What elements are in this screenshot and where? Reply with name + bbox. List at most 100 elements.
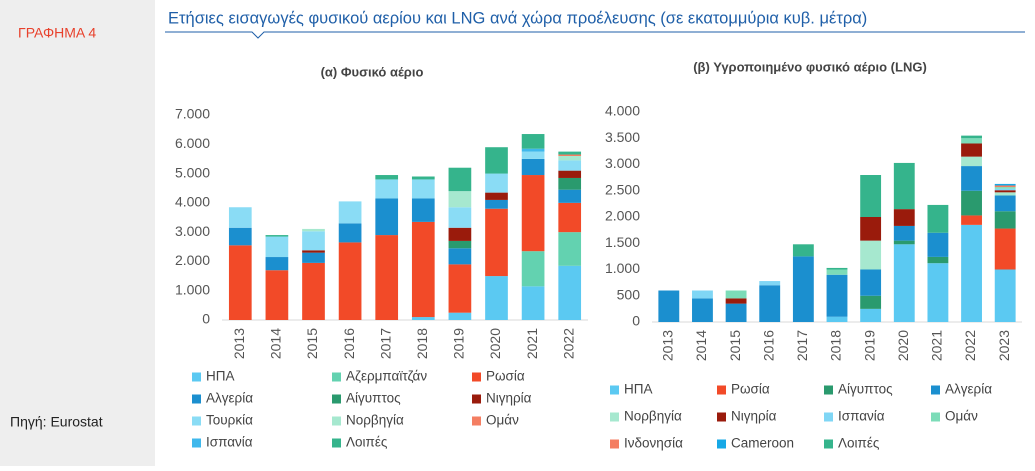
legend-label: Αζερμπαϊτζάν bbox=[346, 369, 427, 384]
legend-label: Τουρκία bbox=[206, 413, 253, 428]
x-tick-label: 2015 bbox=[727, 330, 743, 361]
x-tick-label: 2020 bbox=[487, 328, 503, 359]
bar-segment bbox=[521, 286, 545, 320]
figure-title: Ετήσιες εισαγωγές φυσικού αερίου και LNG… bbox=[168, 9, 867, 27]
bar-segment bbox=[692, 298, 713, 322]
bar-segment bbox=[558, 232, 582, 266]
y-tick-label: 1.000 bbox=[175, 281, 210, 297]
bar-segment bbox=[893, 225, 915, 241]
bar-segment bbox=[860, 217, 882, 241]
bar-segment bbox=[228, 227, 252, 246]
bar-segment bbox=[558, 151, 582, 155]
x-tick-label: 2017 bbox=[794, 330, 810, 361]
bar-segment bbox=[759, 285, 781, 322]
bar-segment bbox=[860, 175, 882, 217]
figure-label: ΓΡΑΦΗΜΑ 4 bbox=[18, 25, 96, 41]
legend-label: Cameroon bbox=[731, 436, 794, 451]
legend-label: Νορβηγία bbox=[624, 409, 682, 424]
bar-segment bbox=[411, 179, 435, 199]
legend-swatch bbox=[472, 372, 481, 382]
bar-segment bbox=[375, 198, 399, 236]
bar-segment bbox=[893, 162, 915, 210]
bar-segment bbox=[893, 209, 915, 226]
bar-segment bbox=[375, 235, 399, 320]
bar-segment bbox=[961, 143, 982, 157]
bar-segment bbox=[860, 308, 882, 322]
bar-segment bbox=[792, 244, 814, 257]
x-tick-label: 2016 bbox=[760, 330, 776, 361]
bar-segment bbox=[961, 138, 982, 144]
bar-segment bbox=[558, 265, 582, 320]
bar-segment bbox=[521, 158, 545, 176]
legend-label: ΗΠΑ bbox=[624, 382, 653, 397]
legend-swatch bbox=[610, 412, 619, 422]
legend-swatch bbox=[824, 385, 833, 395]
bar-segment bbox=[994, 195, 1016, 212]
bar-segment bbox=[994, 185, 1016, 188]
bar-segment bbox=[994, 187, 1016, 189]
bar-segment bbox=[338, 201, 362, 224]
panel bbox=[155, 0, 1035, 466]
bar-segment bbox=[860, 240, 882, 270]
title-rule bbox=[165, 31, 1025, 39]
bar-segment bbox=[485, 173, 508, 193]
bar-segment bbox=[558, 156, 582, 161]
bar-segment bbox=[448, 191, 472, 208]
x-tick-label: 2013 bbox=[231, 328, 247, 359]
bar-segment bbox=[692, 290, 713, 299]
legend-label: Ομάν bbox=[486, 413, 519, 428]
bar-segment bbox=[265, 270, 289, 320]
bar-segment bbox=[893, 240, 915, 245]
bar-segment bbox=[411, 198, 435, 222]
bar-segment bbox=[411, 221, 435, 318]
legend-label: Αλγερία bbox=[206, 391, 253, 406]
bar-segment bbox=[485, 192, 508, 200]
y-tick-label: 0 bbox=[202, 311, 210, 327]
legend-label: Νορβηγία bbox=[346, 413, 404, 428]
bar-segment bbox=[826, 316, 848, 322]
bar-segment bbox=[994, 228, 1016, 270]
bar-segment bbox=[961, 135, 982, 139]
bar-segment bbox=[302, 228, 325, 232]
y-tick-label: 3.000 bbox=[175, 223, 210, 239]
x-tick-label: 2021 bbox=[524, 328, 540, 359]
bar-segment bbox=[927, 263, 949, 322]
bar-segment bbox=[521, 175, 545, 252]
bar-segment bbox=[961, 224, 982, 322]
x-tick-label: 2013 bbox=[660, 330, 676, 361]
x-tick-label: 2014 bbox=[693, 330, 709, 361]
bar-segment bbox=[302, 252, 325, 263]
legend-label: Νιγηρία bbox=[731, 409, 777, 424]
legend-label: Ομάν bbox=[945, 409, 978, 424]
bar-segment bbox=[994, 211, 1016, 229]
legend-swatch bbox=[931, 412, 940, 422]
x-tick-label: 2017 bbox=[377, 328, 393, 359]
bar-segment bbox=[448, 227, 472, 241]
legend-swatch bbox=[931, 385, 940, 395]
bar-segment bbox=[485, 147, 508, 174]
bar-segment bbox=[994, 192, 1016, 196]
bar-segment bbox=[265, 235, 289, 237]
bar-segment bbox=[927, 204, 949, 233]
bar-segment bbox=[485, 208, 508, 277]
legend-label: Αίγυπτος bbox=[346, 391, 401, 406]
bar-segment bbox=[994, 269, 1016, 322]
bar-segment bbox=[725, 303, 747, 322]
x-tick-label: 2018 bbox=[828, 330, 844, 361]
legend-label: Νιγηρία bbox=[486, 391, 532, 406]
bar-segment bbox=[375, 179, 399, 199]
bar-segment bbox=[448, 264, 472, 313]
bar-segment bbox=[558, 170, 582, 178]
y-tick-label: 4.000 bbox=[605, 103, 640, 119]
x-tick-label: 2020 bbox=[895, 330, 911, 361]
bar-segment bbox=[521, 134, 545, 149]
bar-segment bbox=[759, 281, 781, 286]
legend-swatch bbox=[332, 372, 341, 382]
y-tick-label: 2.000 bbox=[605, 208, 640, 224]
bar-segment bbox=[893, 244, 915, 322]
bar-segment bbox=[658, 290, 680, 322]
legend-label: Ρωσία bbox=[486, 369, 525, 384]
bar-segment bbox=[521, 151, 545, 159]
